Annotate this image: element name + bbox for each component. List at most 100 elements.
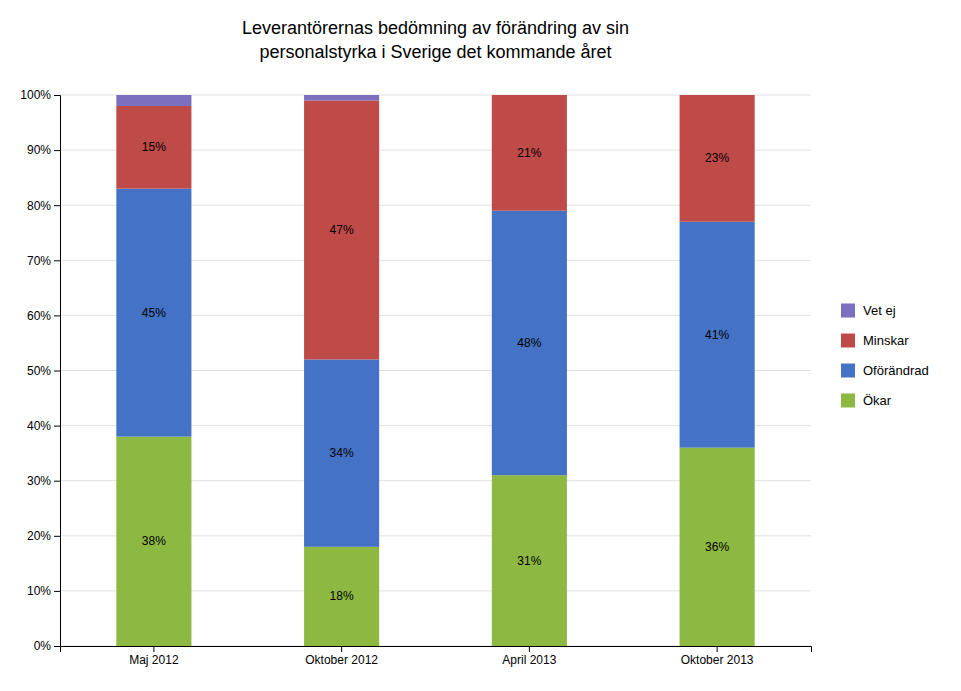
legend-item: Oförändrad xyxy=(841,363,929,378)
y-tick-mark xyxy=(54,426,60,427)
data-label: 36% xyxy=(705,540,729,554)
grid xyxy=(60,95,811,646)
y-tick-mark xyxy=(54,315,60,316)
y-tick-label: 0% xyxy=(34,639,52,653)
bar xyxy=(116,189,191,437)
legend-swatch xyxy=(841,394,855,408)
bar xyxy=(680,95,755,96)
data-label: 34% xyxy=(330,446,354,460)
y-tick-mark xyxy=(54,591,60,592)
bar xyxy=(304,95,379,101)
legend-label: Minskar xyxy=(863,333,909,348)
y-tick-label: 20% xyxy=(27,529,51,543)
bar xyxy=(680,448,755,646)
x-tick-mark xyxy=(529,646,530,652)
bar xyxy=(492,211,567,475)
legend-label: Vet ej xyxy=(863,303,896,318)
y-tick-label: 50% xyxy=(27,364,51,378)
y-tick: 30% xyxy=(27,474,60,488)
y-tick: 10% xyxy=(27,584,60,598)
bar xyxy=(680,222,755,448)
bars xyxy=(116,95,754,646)
bar xyxy=(116,106,191,189)
chart: Leverantörernas bedömning av förändring … xyxy=(0,0,961,691)
x-axis: Maj 2012 Oktober 2012 April 2013 Oktober 20… xyxy=(61,646,812,667)
legend-item: Minskar xyxy=(841,333,909,348)
legend-item: Ökar xyxy=(841,393,892,408)
data-label: 18% xyxy=(330,589,354,603)
x-tick: Oktober 2013 xyxy=(681,646,754,667)
y-axis: 0% 10% 20% 30% 40% 50% 60% 70% 80% 90% 100% xyxy=(20,88,60,653)
y-tick-label: 10% xyxy=(27,584,51,598)
legend-item: Vet ej xyxy=(841,303,896,318)
y-tick-label: 60% xyxy=(27,309,51,323)
bar xyxy=(116,437,191,646)
bar xyxy=(492,95,567,211)
data-label: 38% xyxy=(142,534,166,548)
y-tick-mark xyxy=(54,205,60,206)
legend-label: Oförändrad xyxy=(863,363,929,378)
y-tick: 50% xyxy=(27,364,60,378)
x-tick: Maj 2012 xyxy=(129,646,179,667)
y-tick-mark xyxy=(54,150,60,151)
bar xyxy=(680,95,755,222)
legend: Vet ej Minskar Oförändrad Ökar xyxy=(841,303,929,408)
y-tick: 100% xyxy=(20,88,60,102)
bar xyxy=(492,475,567,646)
y-tick-label: 30% xyxy=(27,474,51,488)
series xyxy=(116,95,754,359)
y-tick: 60% xyxy=(27,309,60,323)
data-label: 48% xyxy=(517,336,541,350)
y-tick-mark xyxy=(54,646,60,647)
x-tick-label: Maj 2012 xyxy=(129,653,179,667)
x-axis-line xyxy=(61,647,812,653)
legend-swatch xyxy=(841,334,855,348)
x-tick: Oktober 2012 xyxy=(305,646,378,667)
y-tick: 20% xyxy=(27,529,60,543)
y-tick-mark xyxy=(54,536,60,537)
series xyxy=(116,95,379,106)
y-tick-mark xyxy=(54,260,60,261)
title-line: personalstyrka i Sverige det kommande år… xyxy=(259,42,611,62)
y-tick: 0% xyxy=(34,639,60,653)
x-tick-mark xyxy=(153,646,154,652)
legend-swatch xyxy=(841,304,855,318)
y-tick-label: 80% xyxy=(27,199,51,213)
y-tick: 90% xyxy=(27,143,60,157)
data-label: 23% xyxy=(705,151,729,165)
bar xyxy=(304,101,379,360)
y-tick-mark xyxy=(54,481,60,482)
data-label: 47% xyxy=(330,223,354,237)
bar xyxy=(304,359,379,546)
y-tick: 40% xyxy=(27,419,60,433)
series xyxy=(116,437,754,646)
x-tick-mark xyxy=(717,646,718,652)
x-tick-label: April 2013 xyxy=(502,653,556,667)
data-label: 45% xyxy=(142,306,166,320)
data-label: 41% xyxy=(705,328,729,342)
y-tick-mark xyxy=(54,95,60,96)
data-label: 31% xyxy=(517,554,541,568)
data-label: 21% xyxy=(517,146,541,160)
y-tick-label: 40% xyxy=(27,419,51,433)
y-axis-line xyxy=(54,96,61,647)
data-labels: 38%18%31%36%45%34%48%41%15%47%21%23% xyxy=(142,140,730,603)
x-tick-mark xyxy=(341,646,342,652)
y-tick-label: 90% xyxy=(27,143,51,157)
y-tick-label: 70% xyxy=(27,254,51,268)
y-tick-label: 100% xyxy=(20,88,51,102)
plot: 38%18%31%36%45%34%48%41%15%47%21%23%0%10… xyxy=(20,88,811,666)
y-tick-mark xyxy=(54,371,60,372)
bar xyxy=(492,95,567,96)
x-tick-label: Oktober 2012 xyxy=(305,653,378,667)
legend-label: Ökar xyxy=(863,393,892,408)
y-tick: 70% xyxy=(27,254,60,268)
y-tick: 80% xyxy=(27,199,60,213)
x-tick-label: Oktober 2013 xyxy=(681,653,754,667)
x-tick: April 2013 xyxy=(502,646,556,667)
series xyxy=(116,189,754,547)
bar xyxy=(304,547,379,646)
title: Leverantörernas bedömning av förändring … xyxy=(242,18,629,62)
bar xyxy=(116,95,191,106)
legend-swatch xyxy=(841,364,855,378)
